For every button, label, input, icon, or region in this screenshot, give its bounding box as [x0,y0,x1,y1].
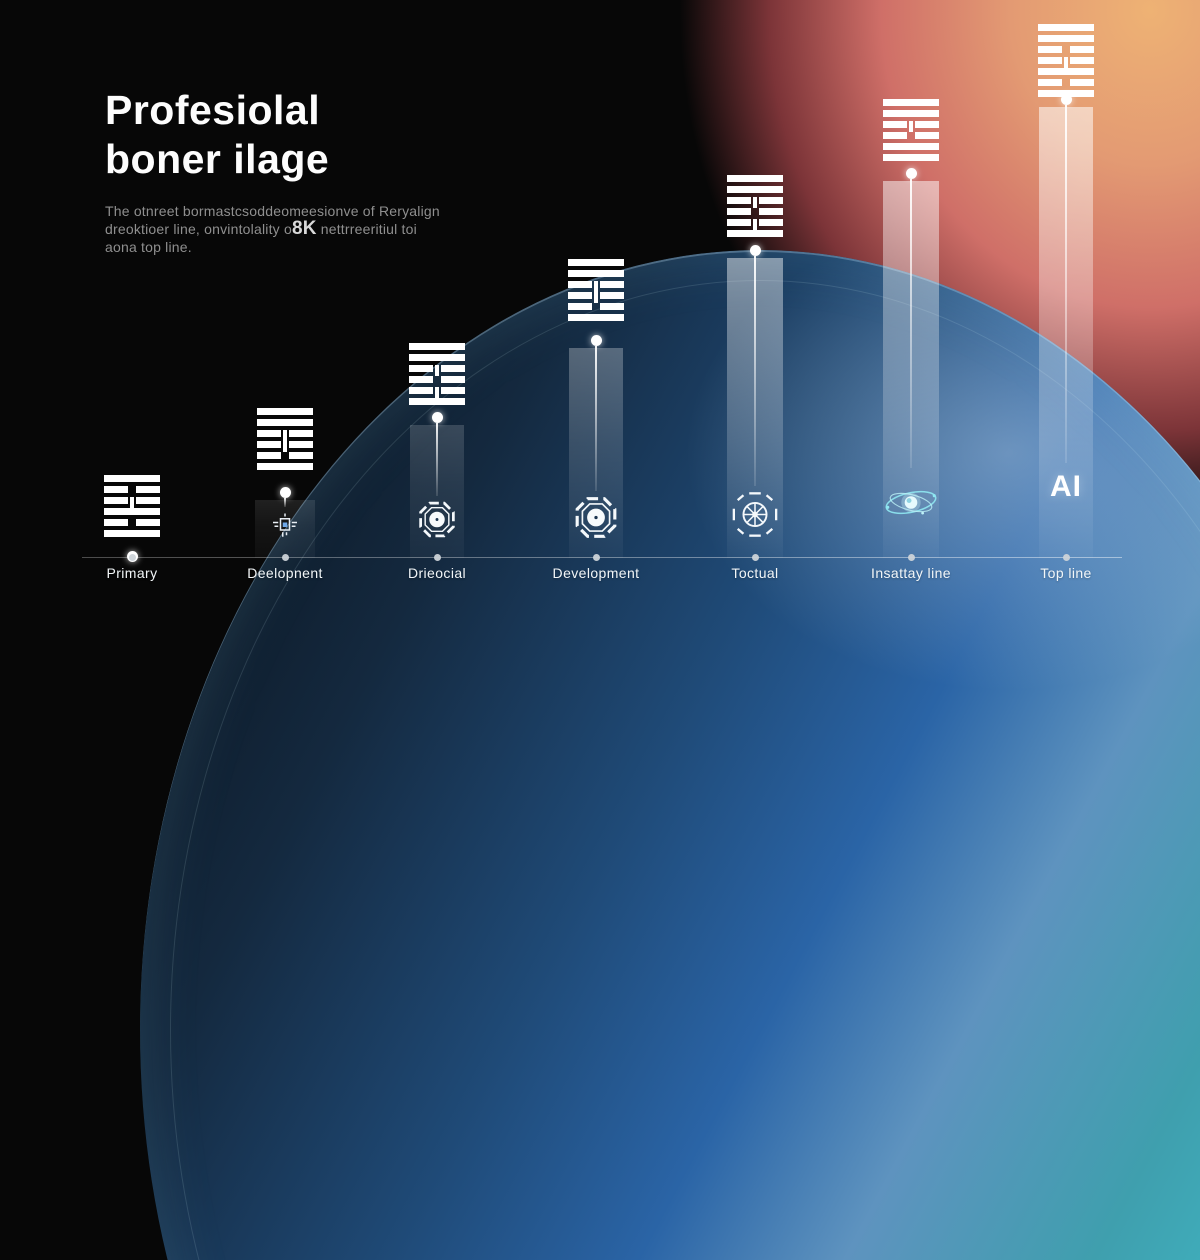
subtitle-paragraph: The otnreet bormastcsoddeomeesionve of R… [105,202,475,256]
drop-line [284,498,286,507]
axis-label-1: Primary [106,565,158,581]
value-dot [590,334,602,346]
octagon-icon [573,495,619,546]
hash-glyph-block [1038,24,1094,97]
paragraph-line2c: nettrreeritiul toi [316,221,417,237]
page-title-line2: boner ilage [105,136,330,182]
axis-dot [128,554,136,561]
header: Profesiolal boner ilage The otnreet borm… [105,86,475,256]
octagon-icon [417,500,457,545]
drop-line [754,256,756,486]
wheel-icon [730,490,780,545]
axis-dot [592,554,600,561]
drop-line [436,423,438,496]
paragraph-line2a: dreoktioer line, onvintolality o [105,221,292,237]
axis-dot [751,554,759,561]
drop-line [595,346,597,491]
hash-glyph-block [409,343,465,405]
axis-dot [281,554,289,561]
axis-dot [1062,554,1070,561]
hash-glyph-block [104,475,160,537]
value-dot [431,411,443,423]
hash-glyph-block [257,408,313,470]
axis-label-7: Top line [1040,565,1092,581]
axis-label-2: Deelopnent [247,565,323,581]
value-dot [905,167,917,179]
atom-icon [880,480,942,530]
paragraph-line1: The otnreet bormastcsoddeomeesionve of R… [105,203,440,219]
axis-label-3: Drieocial [407,565,467,581]
value-dot [749,244,761,256]
hash-glyph-block [568,259,624,321]
ai-label: AI [1050,470,1082,504]
drop-line [910,179,912,468]
page-title-line1: Profesiolal [105,87,321,133]
axis-label-6: Insattay line [871,565,951,581]
axis-dot [907,554,915,561]
paragraph-8k: 8K [291,218,317,239]
drop-line [1065,105,1067,463]
hash-glyph-block [727,175,783,237]
hash-glyph-block [883,99,939,161]
chip-icon [270,511,300,546]
value-dot [279,486,291,498]
axis-label-4: Development [552,565,640,581]
paragraph-line3: aona top line. [105,239,192,255]
ai-label-text: AI [1050,470,1082,503]
axis-label-5: Toctual [731,565,779,581]
value-dot [1060,93,1072,105]
axis-dot [433,554,441,561]
